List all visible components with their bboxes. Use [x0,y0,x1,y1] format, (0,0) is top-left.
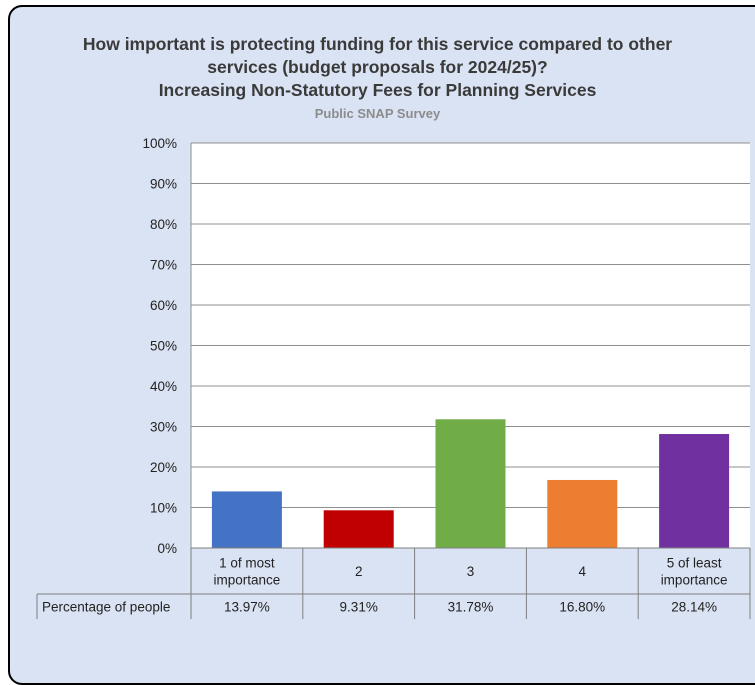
y-tick-label: 60% [150,298,177,313]
x-category-label: 3 [467,564,475,579]
table-value-row [37,594,750,619]
bar-3 [435,419,506,548]
table-value: 28.14% [671,600,717,615]
table-value: 9.31% [340,600,378,615]
y-tick-label: 70% [150,258,177,273]
table-value: 31.78% [448,600,494,615]
bar-1 [211,491,282,548]
y-tick-label: 90% [150,177,177,192]
x-category-label: 1 of most importance [214,556,281,588]
chart-title-line-3: Increasing Non-Statutory Fees for Planni… [158,80,597,100]
chart-title-line-2: services (budget proposals for 2024/25)? [207,57,548,77]
bar-4 [547,479,618,548]
x-category-label: 2 [355,564,363,579]
y-tick-label: 10% [150,501,177,516]
y-tick-label: 100% [142,136,177,151]
chart-title-line-1: How important is protecting funding for … [82,34,673,54]
table-header-row [191,548,750,594]
bar-2 [323,510,394,548]
table-value: 13.97% [224,600,270,615]
x-category-label: 5 of least importance [661,556,728,588]
y-tick-label: 30% [150,420,177,435]
y-tick-label: 40% [150,379,177,394]
x-category-label: 4 [579,564,587,579]
bar-chart: 0% 10% 20% 30% 40% 50% 60% 70% 80% 90% 100% 1 of mo… [36,136,751,619]
chart-subtitle: Public SNAP Survey [314,106,441,121]
table-row-label: Percentage of people [42,600,170,615]
y-tick-label: 80% [150,217,177,232]
y-tick-label: 20% [150,460,177,475]
table-value: 16.80% [559,600,605,615]
bar-5 [659,434,730,548]
y-tick-label: 0% [157,541,177,556]
y-tick-label: 50% [150,339,177,354]
